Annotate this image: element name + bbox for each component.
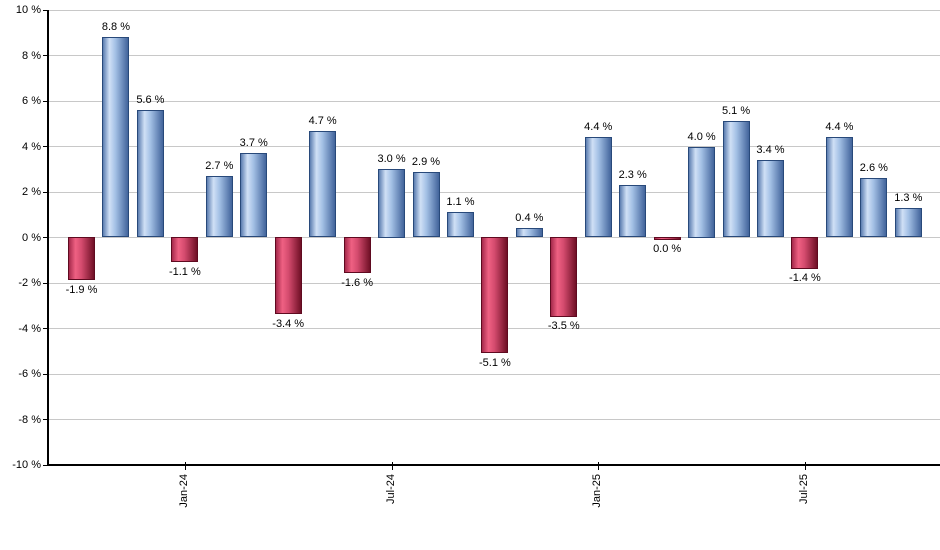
x-tick-mark	[391, 462, 393, 470]
gridline	[48, 9, 940, 11]
bar-jan-25[interactable]	[584, 137, 612, 238]
bar-value-label: 1.3 %	[894, 191, 923, 204]
bar-value-label: 1.1 %	[446, 196, 475, 209]
bar-value-label: 2.9 %	[411, 155, 441, 168]
y-axis-label: -2 %	[18, 277, 41, 289]
bar-aug-25[interactable]	[825, 137, 853, 238]
x-tick-label: Jan-25	[591, 474, 604, 508]
y-tick-mark	[43, 328, 48, 329]
gridline	[48, 100, 940, 102]
y-axis-label: 2 %	[22, 186, 41, 198]
bar-oct-23[interactable]	[68, 237, 95, 281]
bar-oct-25[interactable]	[894, 207, 922, 238]
y-tick-mark	[43, 373, 48, 375]
bar-apr-24[interactable]	[274, 237, 302, 315]
bar-jul-24[interactable]	[378, 169, 406, 238]
bar-may-25[interactable]	[722, 121, 750, 238]
bar-value-label: 2.3 %	[618, 169, 647, 182]
bar-mar-25[interactable]	[653, 237, 681, 240]
bar-sep-25[interactable]	[860, 178, 888, 238]
bar-nov-24[interactable]	[515, 228, 543, 238]
bar-dec-23[interactable]	[136, 110, 164, 238]
bar-value-label: 3.7 %	[239, 137, 268, 150]
x-tick-mark	[184, 462, 186, 470]
bar-value-label: 0.0 %	[653, 243, 682, 255]
bar-value-label: 0.4 %	[515, 212, 544, 225]
y-tick-mark	[43, 464, 48, 466]
x-tick-mark	[804, 462, 806, 470]
bar-value-label: 5.6 %	[136, 94, 165, 107]
y-axis-label: 0 %	[22, 231, 41, 244]
bar-dec-24[interactable]	[550, 237, 578, 317]
x-tick-label: Jan-24	[177, 474, 190, 508]
bar-value-label: -3.5 %	[547, 320, 580, 333]
y-tick-mark	[43, 282, 48, 284]
bar-value-label: -5.1 %	[478, 356, 511, 369]
bar-feb-25[interactable]	[619, 185, 647, 238]
x-tick-mark	[598, 462, 600, 470]
y-axis-label: 10 %	[15, 4, 41, 16]
bar-nov-23[interactable]	[102, 37, 130, 238]
bar-jun-25[interactable]	[757, 160, 784, 238]
gridline	[48, 373, 940, 375]
bar-jun-24[interactable]	[343, 237, 371, 274]
bar-may-24[interactable]	[309, 130, 337, 238]
bar-value-label: 3.4 %	[756, 144, 785, 157]
bar-value-label: 4.4 %	[584, 121, 613, 134]
bar-value-label: 4.7 %	[308, 114, 337, 127]
bar-sep-24[interactable]	[446, 212, 474, 238]
y-axis-label: 8 %	[22, 49, 41, 62]
bar-oct-24[interactable]	[481, 237, 509, 354]
gridline	[48, 55, 940, 56]
x-tick-label: Jul-25	[797, 474, 810, 504]
bar-value-label: 4.0 %	[687, 130, 716, 143]
x-axis-line	[47, 464, 940, 466]
y-tick-mark	[43, 9, 48, 11]
y-tick-mark	[43, 100, 48, 102]
bar-value-label: 8.8 %	[101, 21, 130, 34]
y-axis-label: 4 %	[22, 140, 41, 153]
y-axis-label: -10 %	[12, 459, 41, 471]
bar-aug-24[interactable]	[412, 171, 440, 238]
bar-value-label: -1.6 %	[341, 276, 373, 289]
y-tick-mark	[43, 419, 48, 420]
y-axis-label: -8 %	[18, 413, 41, 426]
bar-value-label: 2.7 %	[205, 160, 234, 173]
y-axis-label: -6 %	[18, 368, 41, 380]
bar-value-label: 5.1 %	[721, 105, 751, 118]
bar-value-label: -1.9 %	[65, 283, 98, 296]
y-axis-label: 6 %	[22, 95, 41, 107]
bar-jul-25[interactable]	[791, 237, 819, 269]
y-tick-mark	[43, 55, 48, 56]
gridline	[48, 191, 940, 193]
bar-mar-24[interactable]	[240, 153, 268, 238]
bar-feb-24[interactable]	[205, 176, 233, 238]
bar-value-label: 4.4 %	[825, 121, 854, 134]
y-tick-mark	[43, 237, 48, 238]
y-axis-label: -4 %	[18, 322, 41, 335]
gridline	[48, 419, 940, 420]
bar-jan-24[interactable]	[171, 237, 199, 263]
bar-value-label: 2.6 %	[859, 162, 888, 175]
bar-value-label: -1.4 %	[789, 272, 821, 285]
y-tick-mark	[43, 191, 48, 193]
x-tick-label: Jul-24	[384, 474, 397, 504]
bar-apr-25[interactable]	[688, 146, 716, 238]
gridline	[48, 146, 940, 147]
bar-value-label: -3.4 %	[272, 317, 305, 330]
y-tick-mark	[43, 146, 48, 147]
y-axis-line	[47, 10, 49, 466]
bar-value-label: 3.0 %	[377, 153, 406, 166]
bar-value-label: -1.1 %	[168, 265, 201, 278]
